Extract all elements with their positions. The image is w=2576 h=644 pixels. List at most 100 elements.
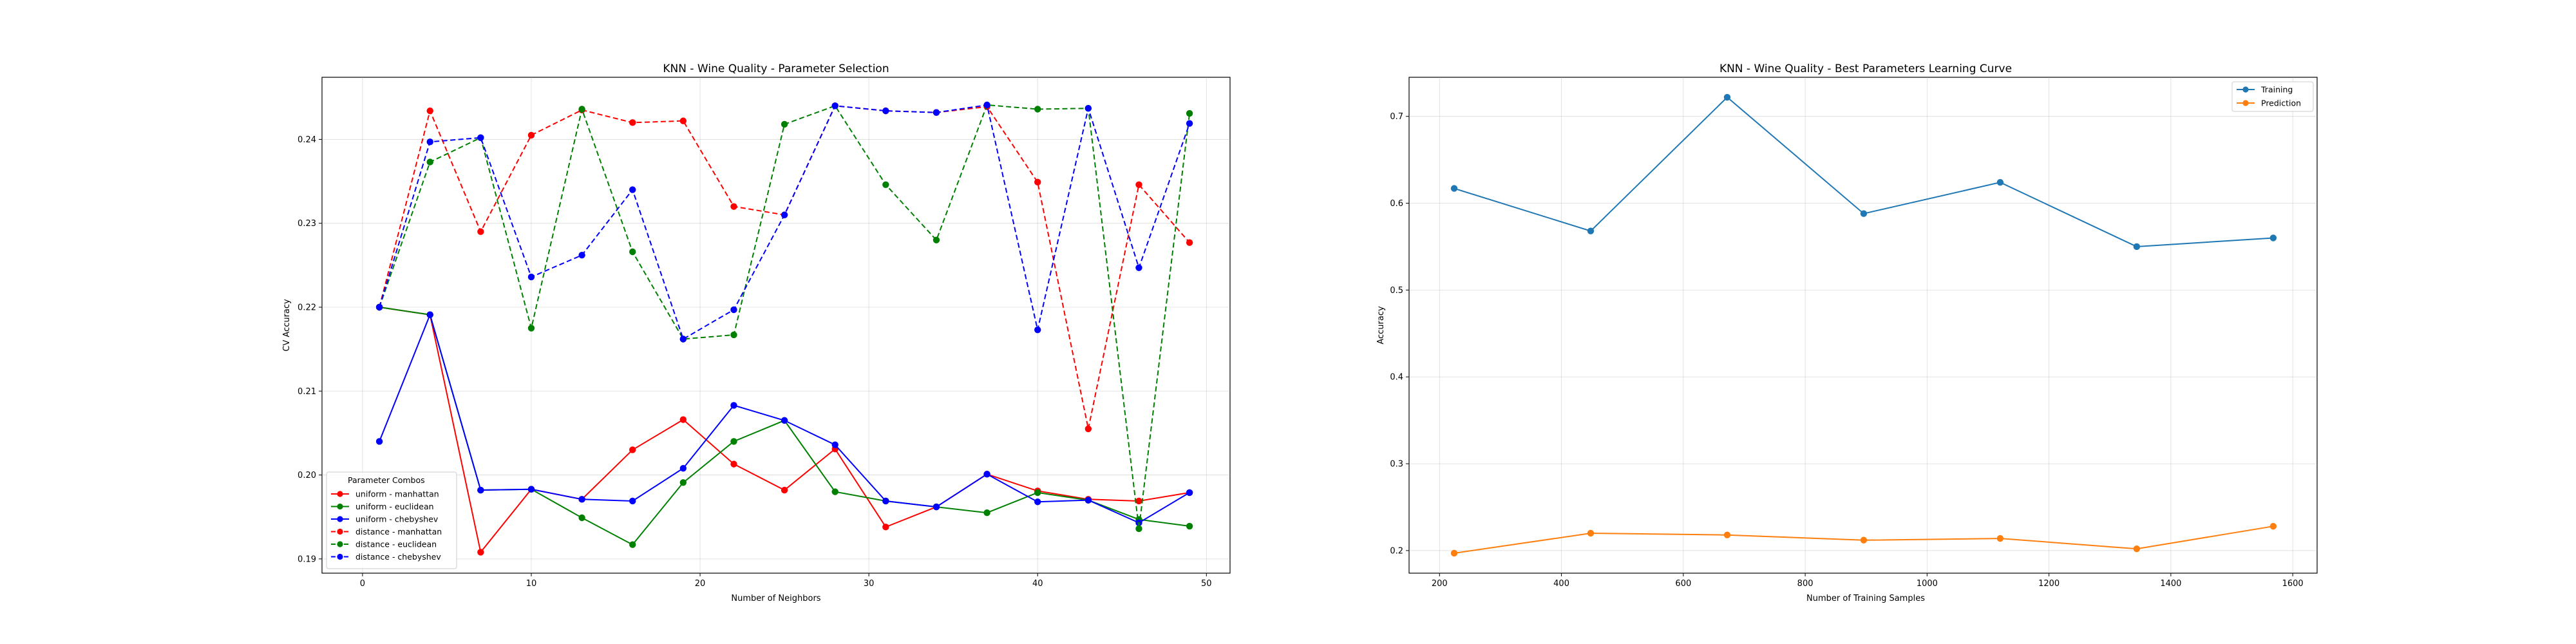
data-point <box>477 486 484 494</box>
chart-title: KNN - Wine Quality - Best Parameters Lea… <box>1719 62 2012 75</box>
data-point <box>983 509 990 516</box>
x-axis-label: Number of Neighbors <box>731 594 820 603</box>
legend-item: uniform - chebyshev <box>331 515 439 524</box>
data-point <box>679 464 687 472</box>
data-point <box>426 138 433 146</box>
data-point <box>730 306 737 314</box>
data-point <box>679 336 687 343</box>
data-point <box>1450 185 1458 192</box>
legend: Parameter Combos uniform - manhattanunif… <box>326 471 457 569</box>
data-point <box>578 496 585 503</box>
data-point <box>1034 178 1041 186</box>
data-point <box>1084 425 1092 433</box>
learning-curve-chart: KNN - Wine Quality - Best Parameters Lea… <box>1376 62 2318 603</box>
data-point <box>1186 522 1193 530</box>
x-tick-label: 1400 <box>2160 579 2181 589</box>
x-tick-label: 1600 <box>2282 579 2304 589</box>
legend-item: Training <box>2237 85 2293 95</box>
series-group <box>1450 93 2277 557</box>
data-point <box>831 102 838 109</box>
x-tick-label: 1200 <box>2038 579 2060 589</box>
series-prediction <box>1450 522 2277 557</box>
legend-item: Prediction <box>2237 99 2301 108</box>
data-point <box>1996 178 2004 186</box>
data-point <box>933 109 940 116</box>
data-point <box>1135 181 1142 188</box>
data-point <box>1860 536 1868 544</box>
legend-label: uniform - euclidean <box>355 502 434 511</box>
legend-marker <box>337 491 343 497</box>
data-point <box>527 273 535 281</box>
y-axis-label: Accuracy <box>1376 306 1386 345</box>
y-tick-label: 0.7 <box>1390 112 1403 122</box>
data-point <box>426 311 433 318</box>
data-point <box>426 158 433 166</box>
x-axis-label: Number of Training Samples <box>1806 594 1925 603</box>
data-point <box>730 438 737 445</box>
data-point <box>578 106 585 113</box>
legend-items: uniform - manhattan uniform - euclidean un… <box>331 489 442 562</box>
data-point <box>477 549 484 556</box>
y-tick-label: 0.2 <box>1390 546 1403 556</box>
plot-area <box>1408 77 2318 574</box>
y-tick-label: 0.4 <box>1390 373 1403 383</box>
legend-item: uniform - manhattan <box>331 489 439 499</box>
legend-marker <box>337 503 343 510</box>
data-point <box>578 252 585 259</box>
legend-label: Training <box>2260 85 2293 95</box>
legend-items: Training Prediction <box>2237 85 2301 108</box>
x-tick-label: 40 <box>1032 579 1043 589</box>
data-point <box>2133 545 2141 553</box>
x-tick-label: 200 <box>1432 579 1448 589</box>
x-tick-label: 30 <box>864 579 875 589</box>
y-tick-label: 0.6 <box>1390 199 1403 209</box>
y-axis-label: CV Accuracy <box>282 299 292 352</box>
axis-ticks: 0 10 20 30 40 50 0.19 0.20 0.21 0.22 0.23 0.24 <box>298 135 1212 589</box>
data-point <box>1135 497 1142 505</box>
data-point <box>629 248 636 256</box>
data-point <box>527 325 535 332</box>
legend-item: distance - euclidean <box>331 540 437 549</box>
legend-marker <box>337 553 343 560</box>
data-point <box>983 101 990 109</box>
legend-box <box>326 471 457 569</box>
y-tick-label: 0.21 <box>298 387 316 397</box>
data-point <box>882 181 889 188</box>
legend-title: Parameter Combos <box>348 475 425 485</box>
data-point <box>1034 489 1041 497</box>
data-point <box>629 497 636 505</box>
data-point <box>1186 109 1193 117</box>
data-point <box>1034 106 1041 113</box>
data-point <box>1135 519 1142 527</box>
data-point <box>1587 529 1595 537</box>
series-training <box>1450 93 2277 251</box>
legend-label: distance - euclidean <box>355 540 437 549</box>
data-point <box>730 331 737 339</box>
data-point <box>527 486 535 493</box>
y-tick-label: 0.5 <box>1390 286 1403 296</box>
plot-area <box>321 77 1231 574</box>
data-point <box>679 416 687 423</box>
data-point <box>781 486 788 494</box>
x-tick-label: 600 <box>1675 579 1691 589</box>
grid <box>322 77 1230 573</box>
legend-label: distance - chebyshev <box>355 552 441 562</box>
data-point <box>1587 227 1595 234</box>
parameter-selection-chart: KNN - Wine Quality - Parameter Selection… <box>282 62 1231 603</box>
data-point <box>831 441 838 448</box>
legend-marker <box>337 541 343 547</box>
x-tick-label: 50 <box>1201 579 1212 589</box>
legend-marker <box>337 528 343 535</box>
data-point <box>1034 498 1041 506</box>
data-point <box>2269 522 2277 530</box>
data-point <box>1034 326 1041 334</box>
y-tick-label: 0.19 <box>298 554 316 564</box>
data-point <box>882 107 889 115</box>
series-uniform-chebyshev <box>375 311 1193 527</box>
data-point <box>477 134 484 142</box>
y-tick-label: 0.23 <box>298 219 316 229</box>
legend-marker <box>2242 100 2249 106</box>
data-point <box>882 497 889 505</box>
data-point <box>933 503 940 511</box>
